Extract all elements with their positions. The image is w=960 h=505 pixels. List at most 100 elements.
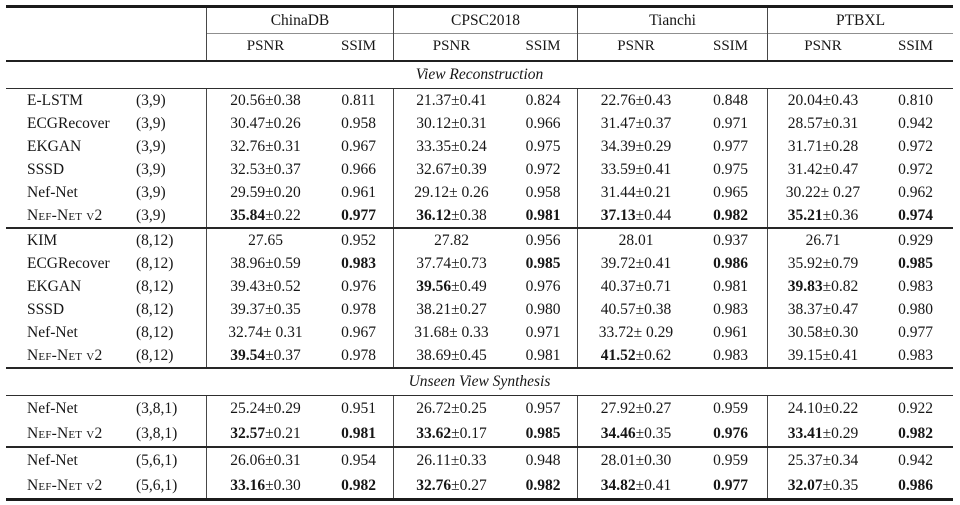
psnr-value-cell: 33.62 ±0.17 bbox=[393, 421, 509, 446]
ssim-value-cell: 0.952 bbox=[341, 231, 376, 249]
col-group-chinadb: ChinaDB bbox=[206, 8, 393, 34]
table-header: ChinaDB CPSC2018 Tianchi PTBXL PSNR SSIM… bbox=[6, 8, 953, 62]
psnr-value-cell: 28.57±0.31 bbox=[767, 112, 878, 135]
psnr-value-cell: 25.37±0.34 bbox=[767, 448, 878, 473]
psnr-value-cell: 40.57±0.38 bbox=[577, 298, 694, 321]
row-block: Nef-Net (5,6,1) 26.06±0.31 0.954 26.11±0.33 0… bbox=[6, 446, 953, 498]
ssim-value-cell: 0.974 bbox=[898, 206, 933, 224]
psnr-value-cell: 31.71±0.28 bbox=[767, 135, 878, 158]
method-name-cell: Nef-Net bbox=[27, 399, 78, 417]
psnr-value-cell: 27.92±0.27 bbox=[577, 396, 694, 421]
psnr-value-cell: 32.57 ±0.21 bbox=[206, 421, 324, 446]
ssim-value-cell: 0.976 bbox=[341, 277, 376, 295]
psnr-value-cell: 34.46 ±0.35 bbox=[577, 421, 694, 446]
col-group-ptbxl: PTBXL bbox=[767, 8, 953, 34]
ssim-value-cell: 0.975 bbox=[525, 137, 561, 155]
ssim-value-cell: 0.959 bbox=[713, 451, 748, 469]
section-title-row: Unseen View Synthesis bbox=[6, 369, 953, 396]
psnr-value-cell: 41.52 ±0.62 bbox=[577, 344, 694, 367]
ssim-value-cell: 0.986 bbox=[898, 476, 933, 494]
method-name-cell: EKGAN bbox=[27, 277, 82, 295]
col-group-tianchi: Tianchi bbox=[577, 8, 767, 34]
header-spacer bbox=[6, 33, 206, 60]
psnr-value-cell: 34.82 ±0.41 bbox=[577, 473, 694, 498]
psnr-value-cell: 28.01 bbox=[577, 229, 694, 252]
psnr-value-cell: 38.37±0.47 bbox=[767, 298, 878, 321]
config-cell: (3,9) bbox=[136, 114, 166, 132]
psnr-value-cell: 33.16 ±0.30 bbox=[206, 473, 324, 498]
ssim-value-cell: 0.967 bbox=[341, 137, 376, 155]
config-cell: (3,9) bbox=[136, 91, 166, 109]
method-name-cell: EKGAN bbox=[27, 137, 82, 155]
table-row: SSSD (3,9) 32.53±0.37 0.966 32.67±0.39 0.972 3… bbox=[6, 158, 953, 181]
psnr-value-cell: 29.59±0.20 bbox=[206, 181, 324, 204]
psnr-value-cell: 32.74± 0.31 bbox=[206, 321, 324, 344]
psnr-value-cell: 26.71 bbox=[767, 229, 878, 252]
ssim-value-cell: 0.966 bbox=[525, 114, 561, 132]
ssim-value-cell: 0.982 bbox=[525, 476, 561, 494]
ssim-value-cell: 0.978 bbox=[341, 346, 376, 364]
psnr-value-cell: 31.68± 0.33 bbox=[393, 321, 509, 344]
config-cell: (5,6,1) bbox=[136, 451, 178, 469]
ssim-value-cell: 0.966 bbox=[341, 160, 376, 178]
method-name-cell: SSSD bbox=[27, 160, 65, 178]
psnr-value-cell: 30.22± 0.27 bbox=[767, 181, 878, 204]
method-name-cell: SSSD bbox=[27, 300, 65, 318]
psnr-value-cell: 32.76 ±0.27 bbox=[393, 473, 509, 498]
ssim-value-cell: 0.922 bbox=[898, 399, 933, 417]
results-table: ChinaDB CPSC2018 Tianchi PTBXL PSNR SSIM… bbox=[6, 5, 953, 501]
config-cell: (3,8,1) bbox=[136, 399, 178, 417]
row-block: E-LSTM (3,9) 20.56±0.38 0.811 21.37±0.41 0.82… bbox=[6, 89, 953, 227]
metric-label: PSNR bbox=[577, 33, 694, 60]
config-cell: (5,6,1) bbox=[136, 476, 178, 494]
ssim-value-cell: 0.977 bbox=[713, 476, 748, 494]
ssim-value-cell: 0.956 bbox=[525, 231, 561, 249]
psnr-value-cell: 38.69±0.45 bbox=[393, 344, 509, 367]
table-row: ECGRecover (3,9) 30.47±0.26 0.958 30.12±0.31… bbox=[6, 112, 953, 135]
config-cell: (8,12) bbox=[136, 231, 174, 249]
config-cell: (8,12) bbox=[136, 277, 174, 295]
table-row: Nef-Net v2 (3,9) 35.84 ±0.22 0.977 36.12 ±0.38… bbox=[6, 204, 953, 227]
ssim-value-cell: 0.983 bbox=[898, 346, 933, 364]
metric-label: SSIM bbox=[712, 38, 749, 54]
ssim-value-cell: 0.954 bbox=[341, 451, 376, 469]
psnr-value-cell: 36.12 ±0.38 bbox=[393, 204, 509, 227]
psnr-value-cell: 25.24±0.29 bbox=[206, 396, 324, 421]
ssim-value-cell: 0.951 bbox=[341, 399, 376, 417]
metric-label: PSNR bbox=[206, 33, 324, 60]
psnr-value-cell: 39.72±0.41 bbox=[577, 252, 694, 275]
ssim-value-cell: 0.982 bbox=[898, 424, 933, 442]
ssim-value-cell: 0.977 bbox=[713, 137, 748, 155]
ssim-value-cell: 0.976 bbox=[713, 424, 748, 442]
ssim-value-cell: 0.937 bbox=[713, 231, 748, 249]
col-group-cpsc2018: CPSC2018 bbox=[393, 8, 577, 34]
psnr-value-cell: 30.47±0.26 bbox=[206, 112, 324, 135]
section-title-row: View Reconstruction bbox=[6, 62, 953, 89]
method-name-cell: Nef-Net v2 bbox=[27, 424, 103, 442]
ssim-value-cell: 0.981 bbox=[525, 346, 561, 364]
config-cell: (3,9) bbox=[136, 137, 166, 155]
ssim-value-cell: 0.811 bbox=[341, 91, 376, 109]
psnr-value-cell: 39.43±0.52 bbox=[206, 275, 324, 298]
psnr-value-cell: 39.56 ±0.49 bbox=[393, 275, 509, 298]
method-name-cell: Nef-Net bbox=[27, 451, 78, 469]
ssim-value-cell: 0.967 bbox=[341, 323, 376, 341]
method-name-cell: Nef-Net v2 bbox=[27, 346, 103, 364]
psnr-value-cell: 27.65 bbox=[206, 229, 324, 252]
table-row: Nef-Net (3,8,1) 25.24±0.29 0.951 26.72±0.25 0… bbox=[6, 396, 953, 421]
ssim-value-cell: 0.971 bbox=[713, 114, 748, 132]
ssim-value-cell: 0.848 bbox=[713, 91, 748, 109]
psnr-value-cell: 31.44±0.21 bbox=[577, 181, 694, 204]
table-row: Nef-Net (5,6,1) 26.06±0.31 0.954 26.11±0.33 0… bbox=[6, 448, 953, 473]
ssim-value-cell: 0.971 bbox=[525, 323, 561, 341]
ssim-value-cell: 0.986 bbox=[713, 254, 748, 272]
ssim-value-cell: 0.948 bbox=[525, 451, 561, 469]
psnr-value-cell: 24.10±0.22 bbox=[767, 396, 878, 421]
psnr-value-cell: 39.54 ±0.37 bbox=[206, 344, 324, 367]
psnr-value-cell: 40.37±0.71 bbox=[577, 275, 694, 298]
psnr-value-cell: 30.58±0.30 bbox=[767, 321, 878, 344]
psnr-value-cell: 31.47±0.37 bbox=[577, 112, 694, 135]
psnr-value-cell: 38.21±0.27 bbox=[393, 298, 509, 321]
table-row: E-LSTM (3,9) 20.56±0.38 0.811 21.37±0.41 0.82… bbox=[6, 89, 953, 112]
ssim-value-cell: 0.983 bbox=[713, 346, 748, 364]
